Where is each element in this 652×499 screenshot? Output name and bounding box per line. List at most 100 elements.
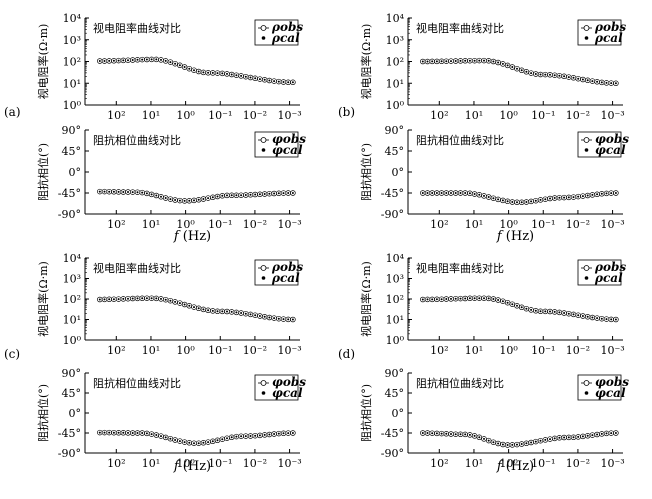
cal-point [435, 60, 438, 63]
cal-point [468, 297, 471, 300]
cal-point [435, 192, 438, 194]
legend-label-obs: ρobs [271, 260, 303, 274]
x-tick-label: 10¹ [465, 457, 483, 470]
cal-point [263, 193, 266, 195]
cal-point [249, 193, 252, 196]
y-tick-label: 10¹ [63, 314, 81, 327]
cal-point [591, 80, 594, 83]
legend-box [254, 19, 299, 46]
panel-label: (d) [338, 347, 355, 361]
cal-point [511, 303, 514, 306]
cal-point [98, 190, 101, 193]
cal-point [258, 434, 261, 437]
cal-point [530, 308, 533, 311]
cal-point [178, 64, 181, 67]
y-tick-label: 10² [386, 293, 404, 306]
y-tick-label: 10⁰ [386, 99, 405, 112]
cal-point [563, 312, 566, 314]
cal-point [440, 298, 443, 301]
cal-point [501, 199, 504, 202]
cal-point [577, 77, 580, 80]
x-axis-label-text: f (Hz) [173, 459, 211, 474]
cal-point [141, 432, 144, 434]
y-tick-label: -45° [381, 427, 404, 440]
cal-point [164, 436, 167, 439]
cal-point [591, 193, 594, 196]
cal-point [254, 314, 257, 317]
cal-point [244, 312, 247, 315]
cal-point [431, 60, 434, 63]
cal-point [240, 312, 243, 314]
cal-point [468, 59, 471, 62]
cal-point [244, 435, 247, 438]
x-tick-label: 10⁻¹ [208, 218, 232, 231]
cal-point [207, 71, 210, 74]
cal-point [291, 318, 294, 321]
legend-box [577, 131, 622, 158]
cal-point [108, 298, 111, 301]
cal-point [174, 199, 177, 201]
cal-point [567, 76, 570, 79]
y-tick-label: 45° [62, 387, 82, 400]
cal-point [586, 315, 589, 318]
cal-point [235, 194, 238, 197]
cal-point [525, 442, 528, 445]
cal-point [520, 306, 523, 309]
legend-marker-cal [261, 276, 266, 280]
cal-point [506, 200, 509, 203]
cal-point [596, 433, 599, 436]
cal-point [112, 190, 115, 193]
cal-point [600, 432, 603, 435]
y-axis-title: 视电阻率(Ω·m) [359, 261, 373, 337]
y-tick-label: 45° [385, 145, 405, 158]
cal-point [127, 431, 129, 434]
cal-point [473, 434, 476, 437]
cal-point [178, 199, 181, 202]
x-axis-variable: f [496, 229, 506, 244]
cal-point [591, 316, 594, 319]
cal-point [530, 200, 533, 203]
legend-box [577, 19, 622, 46]
cal-point [421, 192, 424, 194]
cal-point [450, 60, 452, 63]
cal-point [273, 80, 276, 83]
x-tick-label: 10⁻³ [600, 218, 624, 231]
cal-point [169, 198, 172, 201]
cal-point [188, 304, 191, 307]
cal-point [258, 315, 261, 317]
cal-point [188, 67, 191, 70]
x-tick-label: 10⁻² [243, 344, 267, 357]
cal-point [450, 297, 452, 300]
cal-point [549, 197, 551, 200]
cal-point [431, 298, 434, 301]
cal-point [112, 298, 115, 301]
legend-marker-obs [260, 25, 267, 31]
legend-label-cal: φcal [272, 143, 303, 157]
cal-point [291, 192, 294, 194]
cal-point [207, 197, 210, 200]
cal-point [216, 439, 219, 442]
cal-point [117, 59, 120, 62]
cal-point [520, 201, 523, 204]
cal-point [211, 440, 214, 443]
cal-point [112, 431, 115, 434]
cal-point [207, 309, 210, 312]
cal-point [160, 58, 162, 61]
cal-point [478, 193, 481, 196]
cal-point [614, 82, 617, 85]
cal-point [426, 298, 429, 301]
y-axis-title: 阻抗相位(°) [359, 143, 373, 201]
x-tick-label: 10⁻³ [600, 457, 624, 470]
cal-point [160, 435, 162, 438]
x-tick-label: 10¹ [142, 218, 160, 231]
cal-point [287, 318, 290, 321]
legend-label-cal: φcal [595, 386, 626, 400]
cal-point [459, 433, 462, 436]
y-tick-label: 10⁰ [386, 334, 405, 347]
cal-point [563, 196, 566, 199]
cal-point [197, 70, 200, 73]
cal-point [226, 72, 228, 75]
cal-point [539, 73, 542, 76]
